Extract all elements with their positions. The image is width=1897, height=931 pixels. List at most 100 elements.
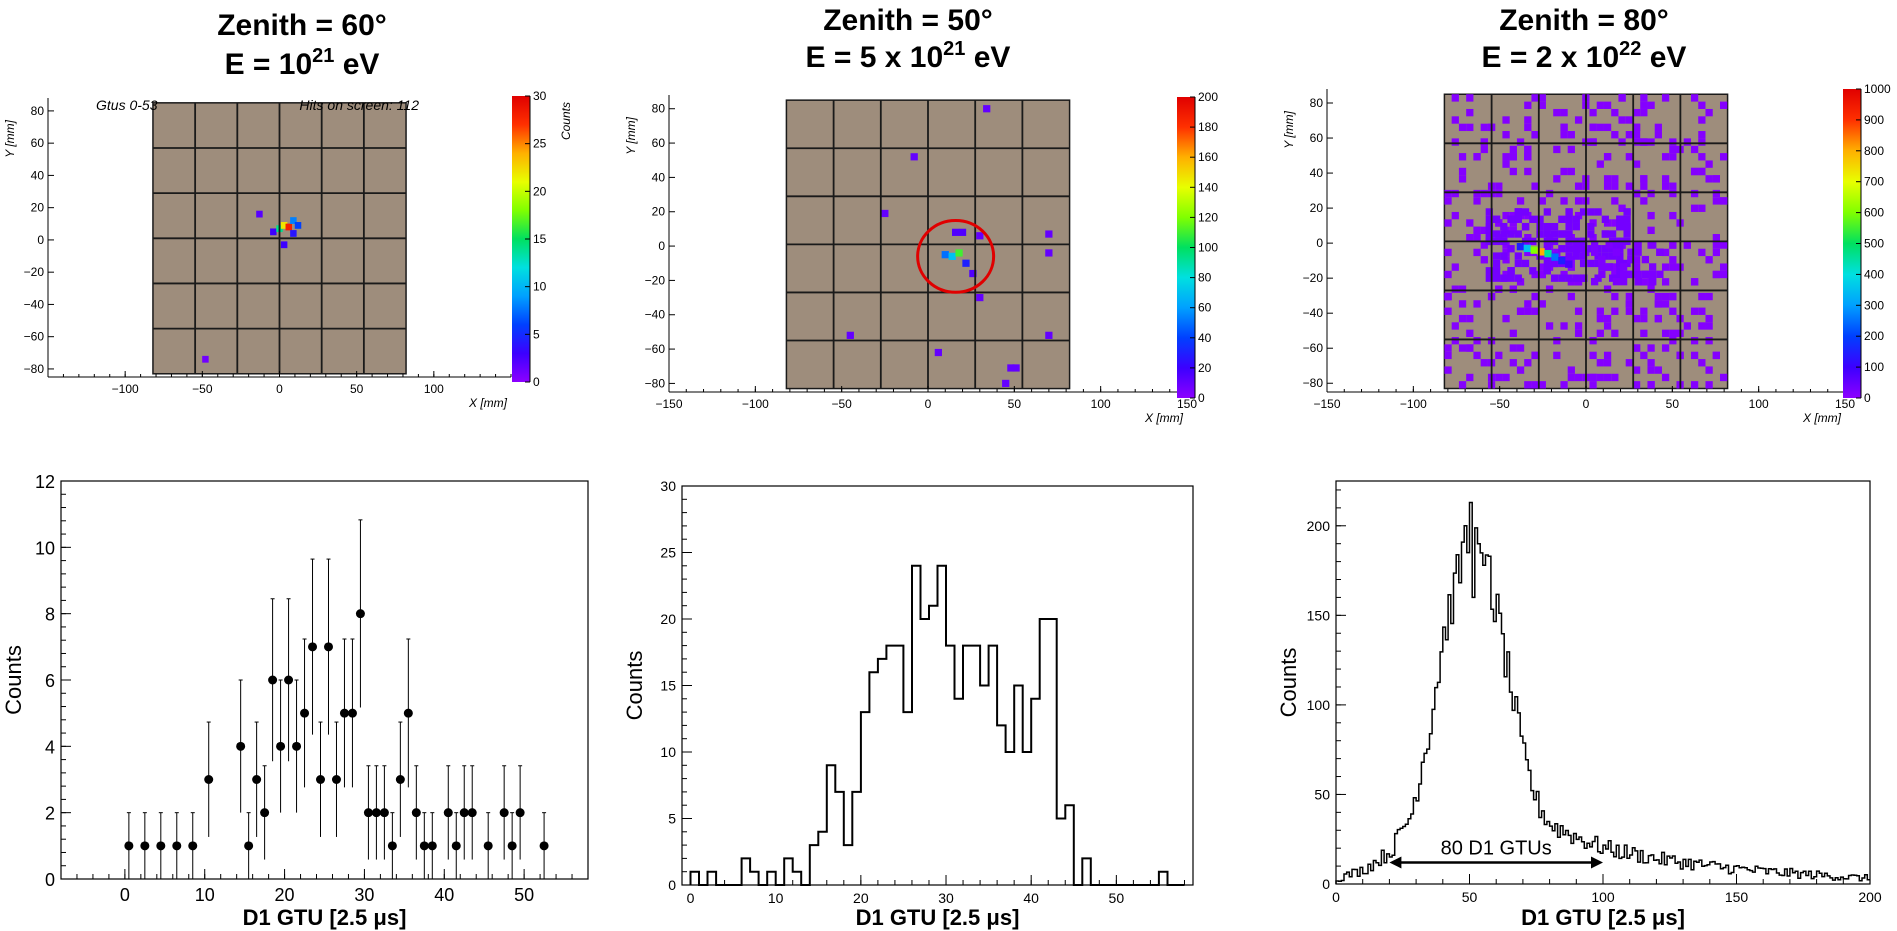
title-energy-2: E = 5 x 1021 eV	[806, 38, 1011, 74]
noise-pixel	[1640, 108, 1648, 117]
colorbar	[512, 96, 530, 382]
column-title-3: Zenith = 80° E = 2 x 1022 eV	[1482, 4, 1687, 74]
colorbar-tick-label: 400	[1864, 267, 1884, 281]
noise-pixel	[1560, 123, 1568, 132]
noise-pixel	[1611, 175, 1619, 183]
noise-pixel	[1451, 285, 1459, 293]
colorbar-tick-label: 0	[1864, 391, 1871, 405]
data-point	[539, 841, 549, 851]
noise-pixel	[1719, 101, 1728, 109]
colorbar-tick-label: 100	[1864, 360, 1884, 374]
data-point	[363, 808, 373, 818]
noise-pixel	[1572, 215, 1580, 223]
data-point	[331, 775, 341, 784]
colorbar	[1177, 97, 1195, 398]
noise-pixel	[1698, 153, 1706, 161]
noise-pixel	[1502, 153, 1510, 161]
colorbar-tick-label: 80	[1198, 271, 1212, 285]
noise-pixel	[1589, 351, 1597, 360]
noise-pixel	[1661, 175, 1670, 183]
noise-pixel	[1632, 131, 1641, 139]
noise-pixel	[1640, 94, 1648, 102]
noise-pixel	[1444, 307, 1452, 315]
colorbar-tick-label: 1000	[1864, 82, 1891, 96]
y-tick-label: 20	[652, 205, 666, 219]
noise-pixel	[1640, 175, 1648, 183]
noise-pixel	[1587, 259, 1595, 268]
noise-pixel	[1698, 322, 1706, 330]
data-point	[236, 741, 246, 751]
noise-pixel	[1640, 101, 1648, 109]
noise-pixel	[1616, 222, 1624, 231]
y-tick-label: 20	[1310, 201, 1324, 215]
noise-pixel	[1705, 322, 1713, 330]
noise-pixel	[1620, 270, 1628, 278]
noise-pixel	[1603, 153, 1612, 161]
noise-pixel	[1698, 204, 1706, 212]
noise-pixel	[1594, 208, 1602, 216]
noise-pixel	[1492, 230, 1501, 238]
noise-pixel	[1620, 263, 1628, 271]
title-energy-3: E = 2 x 1022 eV	[1482, 38, 1687, 74]
noise-pixel	[1521, 222, 1530, 231]
noise-pixel	[1627, 248, 1635, 256]
noise-pixel	[1601, 230, 1609, 238]
y-tick-label: −40	[1303, 306, 1324, 320]
hit-pixel	[1012, 364, 1020, 372]
noise-pixel	[1524, 381, 1532, 389]
colorbar-tick-label: 25	[533, 137, 547, 151]
y-tick-label: 0	[1322, 876, 1330, 892]
noise-pixel	[1625, 131, 1633, 139]
arrow-head-left	[1389, 856, 1402, 869]
noise-pixel	[1500, 222, 1508, 231]
noise-pixel	[1598, 255, 1606, 264]
noise-pixel	[1492, 274, 1501, 282]
noise-pixel	[1661, 94, 1670, 102]
noise-pixel	[1616, 267, 1624, 275]
noise-pixel	[1572, 245, 1580, 253]
noise-pixel	[1654, 292, 1662, 301]
noise-pixel	[1640, 197, 1648, 205]
x-tick-label: 20	[275, 885, 295, 905]
noise-pixel	[1683, 322, 1691, 330]
hit-pixel	[202, 355, 209, 363]
noise-pixel	[1531, 131, 1539, 139]
noise-pixel	[1598, 263, 1606, 271]
noise-pixel	[1647, 285, 1655, 293]
colorbar-tick-label: 120	[1198, 210, 1218, 224]
noise-pixel	[1509, 153, 1517, 161]
noise-pixel	[1669, 256, 1677, 264]
x-tick-label: −50	[831, 397, 852, 411]
gtu-span-label: 80 D1 GTUs	[1441, 838, 1552, 860]
noise-pixel	[1690, 145, 1699, 154]
hit-pixel	[948, 252, 956, 260]
noise-pixel	[1690, 189, 1699, 198]
noise-pixel	[1612, 277, 1621, 286]
noise-pixel	[1565, 230, 1573, 238]
noise-pixel	[1480, 241, 1488, 249]
noise-pixel	[1625, 116, 1633, 124]
noise-pixel	[1625, 359, 1633, 367]
noise-pixel	[1589, 138, 1597, 146]
noise-pixel	[1611, 263, 1619, 271]
noise-pixel	[1596, 160, 1604, 168]
noise-pixel	[1632, 263, 1641, 271]
y-tick-label: 30	[660, 478, 676, 494]
noise-pixel	[1719, 153, 1728, 161]
noise-pixel	[1480, 145, 1488, 154]
noise-pixel	[1669, 189, 1677, 198]
noise-pixel	[1608, 252, 1617, 260]
noise-pixel	[1625, 307, 1633, 315]
noise-pixel	[1545, 189, 1554, 198]
noise-pixel	[1594, 252, 1602, 260]
noise-pixel	[1502, 131, 1510, 139]
noise-pixel	[1647, 344, 1655, 352]
hit-pixel	[952, 228, 960, 236]
noise-pixel	[1625, 153, 1633, 161]
noise-pixel	[1690, 94, 1699, 102]
noise-pixel	[1649, 270, 1657, 278]
y-axis-label: Counts	[1, 645, 26, 715]
noise-pixel	[1565, 245, 1573, 253]
noise-pixel	[1605, 241, 1613, 249]
noise-pixel	[1524, 300, 1532, 308]
